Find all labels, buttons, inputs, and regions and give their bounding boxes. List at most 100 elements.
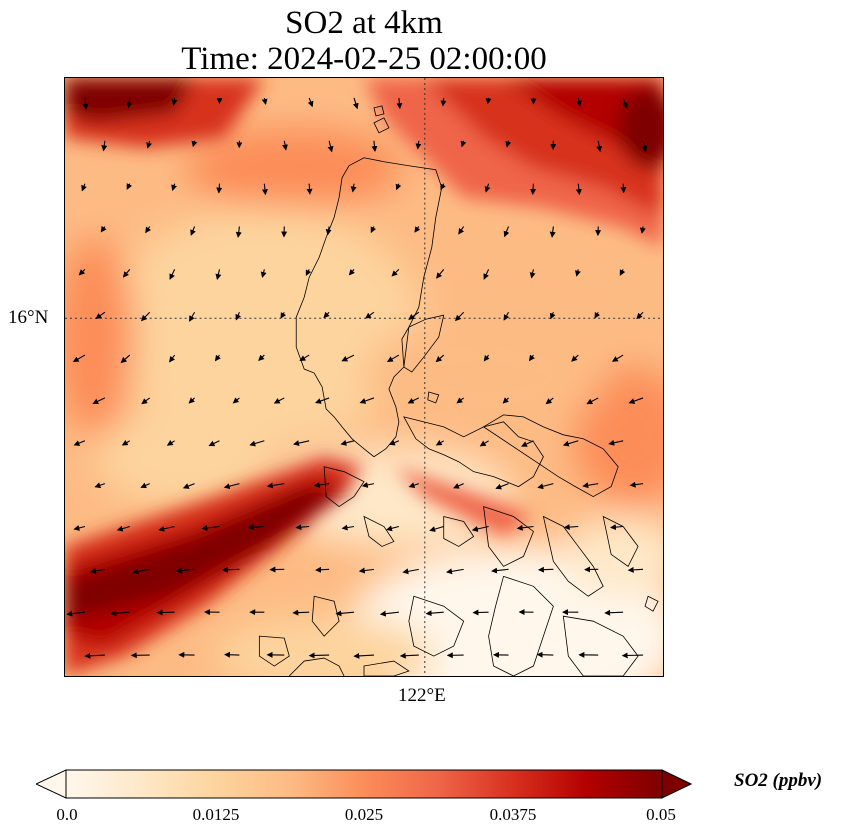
- wind-arrow: [619, 269, 626, 276]
- wind-arrow: [440, 183, 446, 191]
- wind-arrow: [396, 97, 403, 110]
- wind-arrow: [90, 568, 105, 574]
- wind-arrow: [622, 97, 628, 109]
- wind-arrow: [348, 269, 355, 276]
- wind-arrow: [353, 652, 374, 659]
- wind-arrow: [327, 140, 334, 153]
- wind-arrow: [171, 183, 177, 191]
- wind-arrow: [549, 226, 556, 238]
- wind-arrow: [340, 439, 355, 446]
- wind-arrow: [215, 269, 222, 280]
- wind-arrow: [483, 354, 490, 362]
- wind-arrow: [247, 524, 265, 531]
- wind-arrow: [110, 610, 130, 617]
- wind-vectors: [66, 97, 648, 659]
- wind-arrow: [221, 566, 240, 573]
- wind-arrow: [341, 524, 355, 531]
- wind-arrow: [66, 610, 85, 617]
- wind-arrow: [216, 183, 223, 194]
- colorbar-gradient: [65, 769, 663, 799]
- wind-arrow: [235, 226, 242, 238]
- wind-arrow: [528, 354, 535, 362]
- wind-arrow: [166, 439, 175, 446]
- wind-arrow: [575, 183, 582, 196]
- wind-arrow: [158, 525, 175, 532]
- wind-arrow: [407, 397, 420, 404]
- wind-arrow: [84, 652, 105, 659]
- wind-arrow: [456, 397, 464, 404]
- coastlines: [258, 105, 659, 676]
- wind-arrow: [292, 609, 310, 616]
- map-panel: [64, 77, 664, 677]
- wind-arrow: [145, 226, 152, 234]
- wind-arrow: [188, 397, 195, 404]
- lon-tick-label: 122°E: [398, 685, 446, 706]
- wind-arrow: [414, 226, 421, 233]
- wind-arrow: [78, 268, 86, 276]
- wind-arrow: [611, 354, 624, 362]
- wind-arrow: [280, 311, 287, 319]
- colorbar-tick: 0.0375: [489, 805, 537, 824]
- wind-arrow: [641, 140, 648, 153]
- wind-arrow: [94, 482, 106, 489]
- wind-arrow: [435, 439, 445, 446]
- wind-arrow: [471, 525, 489, 532]
- wind-arrow: [95, 311, 106, 319]
- wind-arrow: [100, 225, 107, 233]
- wind-arrow: [313, 481, 330, 488]
- wind-arrow: [608, 439, 624, 446]
- wind-arrow: [169, 269, 176, 280]
- wind-arrow: [628, 397, 644, 404]
- wind-arrow: [315, 397, 330, 404]
- wind-arrow: [120, 354, 131, 364]
- wind-arrow: [537, 483, 554, 490]
- wind-arrow: [282, 140, 288, 151]
- wind-arrow: [453, 483, 464, 489]
- wind-arrow: [266, 482, 285, 489]
- so2-concentration-field: [65, 127, 663, 676]
- wind-arrow: [191, 140, 198, 148]
- wind-arrow: [503, 311, 510, 321]
- wind-arrow: [609, 524, 624, 531]
- wind-arrow: [140, 482, 150, 489]
- wind-arrow: [604, 609, 624, 616]
- wind-arrow: [370, 226, 377, 234]
- wind-arrow: [299, 354, 310, 361]
- wind-arrow: [502, 397, 509, 404]
- wind-arrow: [483, 269, 490, 280]
- wind-arrow: [258, 354, 265, 361]
- wind-arrow: [484, 183, 491, 193]
- wind-arrow: [639, 226, 646, 234]
- wind-arrow: [315, 566, 330, 573]
- wind-arrow: [620, 183, 627, 194]
- colorbar-tick: 0.0: [56, 805, 78, 824]
- wind-arrow: [458, 226, 465, 235]
- wind-arrow: [169, 354, 176, 363]
- wind-arrow: [235, 312, 242, 321]
- wind-arrow: [126, 183, 133, 190]
- wind-arrow: [436, 269, 445, 279]
- wind-arrow: [352, 97, 359, 110]
- wind-arrow: [408, 311, 420, 320]
- wind-arrow: [182, 483, 195, 489]
- wind-arrow: [388, 439, 400, 446]
- lat-tick-label: 16°N: [8, 307, 49, 328]
- wind-arrow: [208, 440, 220, 447]
- wind-arrow: [273, 397, 285, 404]
- wind-arrow: [126, 97, 133, 109]
- wind-arrow: [460, 140, 467, 148]
- wind-arrow: [571, 354, 579, 362]
- wind-arrow: [425, 610, 444, 617]
- wind-arrow: [503, 226, 510, 238]
- wind-arrow: [141, 397, 151, 405]
- wind-arrow: [146, 140, 152, 149]
- plot-title-line1: SO2 at 4km: [285, 5, 443, 41]
- wind-arrow: [171, 97, 178, 106]
- colorbar-label: SO2 (ppbv): [734, 770, 823, 791]
- wind-arrow: [594, 311, 601, 319]
- wind-arrow: [408, 482, 419, 488]
- wind-arrow: [371, 140, 378, 153]
- wind-arrow: [636, 311, 644, 320]
- colorbar-min-extend: [36, 769, 67, 799]
- wind-arrow: [574, 269, 581, 277]
